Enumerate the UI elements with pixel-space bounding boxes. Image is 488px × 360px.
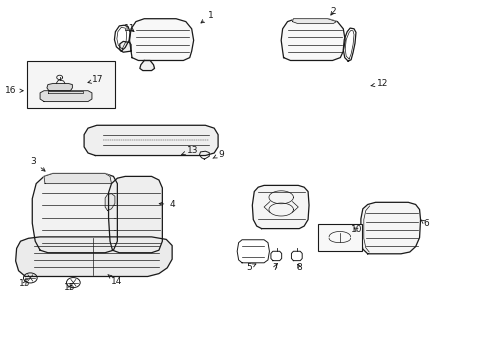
Text: 7: 7 (272, 263, 278, 271)
Polygon shape (252, 185, 308, 229)
Polygon shape (108, 176, 162, 253)
Text: 3: 3 (30, 157, 45, 171)
Text: 14: 14 (108, 275, 122, 286)
Text: 1: 1 (201, 10, 214, 23)
Polygon shape (16, 237, 172, 276)
Polygon shape (32, 174, 117, 253)
Text: 4: 4 (159, 200, 175, 209)
Polygon shape (84, 125, 218, 156)
Text: 2: 2 (330, 7, 336, 16)
Polygon shape (292, 19, 336, 23)
Text: 9: 9 (212, 150, 224, 158)
Bar (27, 61, 115, 108)
Text: 6: 6 (420, 219, 428, 228)
Text: 13: 13 (182, 146, 199, 155)
Polygon shape (44, 174, 111, 184)
Polygon shape (281, 19, 345, 60)
Polygon shape (140, 60, 154, 71)
Text: 15: 15 (63, 284, 75, 292)
Polygon shape (40, 91, 92, 102)
Text: 5: 5 (246, 263, 255, 271)
Text: 8: 8 (296, 263, 302, 271)
Text: 12: 12 (370, 79, 387, 88)
Text: 11: 11 (123, 23, 135, 32)
Polygon shape (120, 41, 131, 52)
Bar (317, 224, 361, 251)
Polygon shape (129, 19, 193, 60)
Polygon shape (360, 202, 420, 254)
Text: 16: 16 (5, 86, 23, 95)
Text: 10: 10 (350, 225, 362, 234)
Text: 17: 17 (88, 76, 103, 85)
Polygon shape (105, 194, 115, 211)
Text: 15: 15 (19, 279, 30, 288)
Polygon shape (47, 84, 72, 91)
